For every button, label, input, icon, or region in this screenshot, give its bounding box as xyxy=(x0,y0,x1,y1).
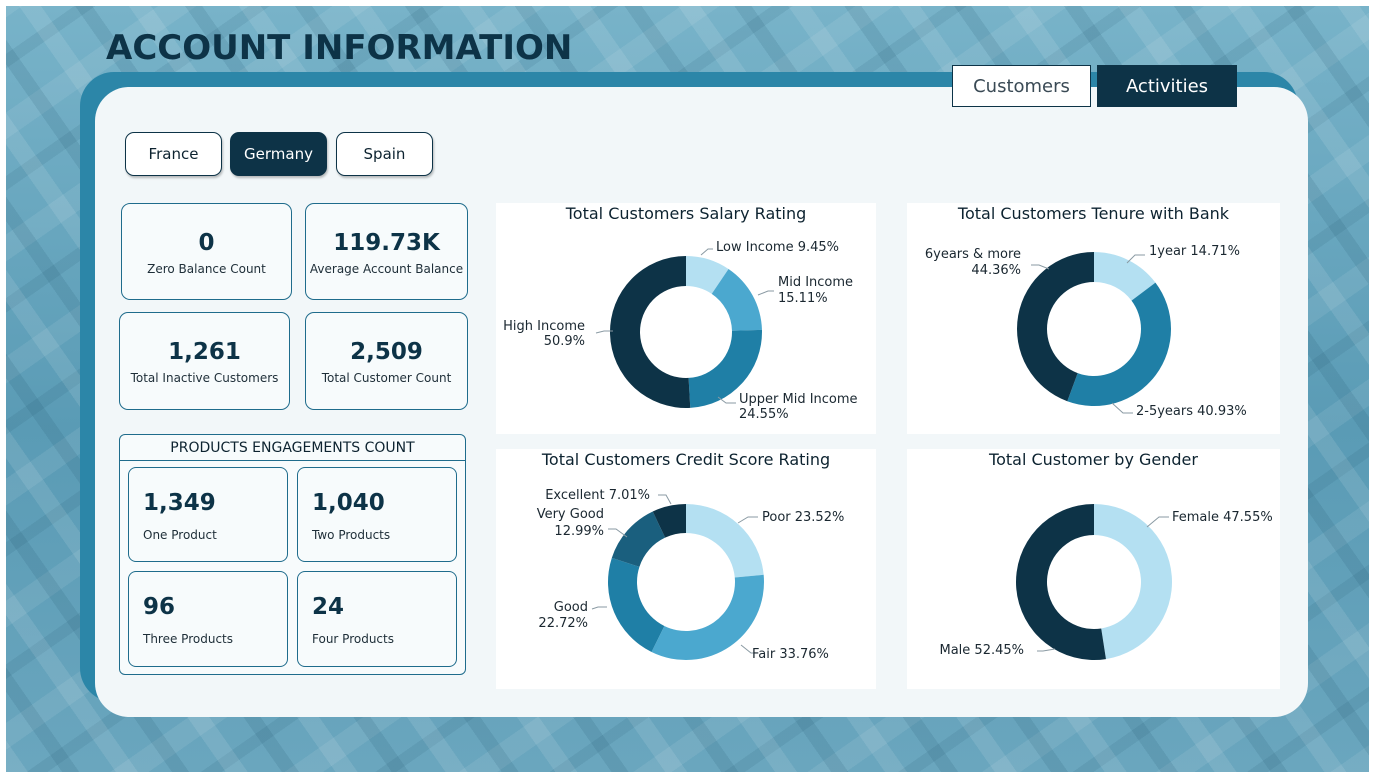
data-label: Low Income 9.45% xyxy=(716,240,839,255)
donut-chart-gender: Female 47.55% Male 52.45% xyxy=(940,504,1273,660)
product-card-one: 1,349 One Product xyxy=(128,467,288,562)
product-label: Three Products xyxy=(143,632,233,646)
product-card-four: 24 Four Products xyxy=(297,571,457,667)
data-label: High Income xyxy=(503,319,585,334)
chart-title-gender: Total Customer by Gender xyxy=(989,450,1198,469)
country-button-germany[interactable]: Germany xyxy=(230,132,327,176)
product-value: 96 xyxy=(143,594,176,620)
chart-title-credit-score: Total Customers Credit Score Rating xyxy=(541,450,831,469)
chart-card-tenure: Total Customers Tenure with Bank 1year 1… xyxy=(907,203,1280,434)
product-label: One Product xyxy=(143,528,217,542)
data-label: Upper Mid Income xyxy=(739,392,858,407)
data-label: Good xyxy=(554,600,588,615)
kpi-card-inactive-customers: 1,261 Total Inactive Customers xyxy=(119,312,290,410)
kpi-value: 119.73K xyxy=(333,230,440,256)
donut-chart-credit-score: Poor 23.52% Fair 33.76% Good 22.72% Very… xyxy=(537,488,845,662)
kpi-label: Total Inactive Customers xyxy=(130,371,279,385)
data-label: Male 52.45% xyxy=(940,643,1025,658)
data-label: Fair 33.76% xyxy=(752,647,829,662)
kpi-value: 0 xyxy=(198,230,215,256)
kpi-label: Average Account Balance xyxy=(309,262,464,276)
data-label: 12.99% xyxy=(554,524,604,539)
donut-slice-1year[interactable] xyxy=(1094,252,1156,301)
product-value: 1,349 xyxy=(143,490,216,516)
kpi-label: Total Customer Count xyxy=(321,371,452,385)
donut-slice-mid-income[interactable] xyxy=(711,269,762,331)
data-label: 50.9% xyxy=(544,334,585,349)
donut-slice-6years-more[interactable] xyxy=(1017,252,1094,402)
donut-slice-fair[interactable] xyxy=(651,574,764,660)
data-label: Excellent 7.01% xyxy=(545,488,650,503)
donut-slice-male[interactable] xyxy=(1016,504,1106,660)
chart-card-gender: Total Customer by Gender Female 47.55% M… xyxy=(907,449,1280,689)
kpi-card-average-balance: 119.73K Average Account Balance xyxy=(305,203,468,300)
kpi-label: Zero Balance Count xyxy=(147,262,266,276)
donut-slice-very-good[interactable] xyxy=(611,511,666,567)
chart-card-salary: Total Customers Salary Rating Low Income… xyxy=(496,203,876,434)
tab-customers[interactable]: Customers xyxy=(952,65,1091,107)
kpi-card-customer-count: 2,509 Total Customer Count xyxy=(305,312,468,410)
data-label: 24.55% xyxy=(739,407,789,422)
product-label: Four Products xyxy=(312,632,394,646)
data-label: 2-5years 40.93% xyxy=(1136,404,1247,419)
kpi-card-zero-balance: 0 Zero Balance Count xyxy=(121,203,292,300)
data-label: 44.36% xyxy=(971,263,1021,278)
product-card-three: 96 Three Products xyxy=(128,571,288,667)
data-label: 1year 14.71% xyxy=(1149,244,1240,259)
chart-title-tenure: Total Customers Tenure with Bank xyxy=(957,204,1230,223)
donut-slice-high-income[interactable] xyxy=(609,256,691,408)
products-engagement-title: PRODUCTS ENGAGEMENTS COUNT xyxy=(120,435,465,461)
page-title: ACCOUNT INFORMATION xyxy=(106,28,573,68)
product-value: 24 xyxy=(312,594,345,620)
donut-chart-tenure: 1year 14.71% 2-5years 40.93% 6years & mo… xyxy=(925,244,1247,419)
donut-slice-female[interactable] xyxy=(1094,504,1172,660)
data-label: Poor 23.52% xyxy=(762,510,844,525)
kpi-value: 1,261 xyxy=(168,339,241,365)
country-button-spain[interactable]: Spain xyxy=(336,132,433,176)
donut-slice-good[interactable] xyxy=(608,557,665,652)
kpi-value: 2,509 xyxy=(350,339,423,365)
data-label: Female 47.55% xyxy=(1172,510,1273,525)
data-label: 22.72% xyxy=(538,616,588,631)
country-button-france[interactable]: France xyxy=(125,132,222,176)
chart-title-salary: Total Customers Salary Rating xyxy=(565,204,807,223)
data-label: Mid Income xyxy=(778,275,853,290)
products-engagement-card: PRODUCTS ENGAGEMENTS COUNT 1,349 One Pro… xyxy=(119,434,466,675)
product-label: Two Products xyxy=(312,528,391,542)
donut-slice-low-income[interactable] xyxy=(686,256,729,294)
data-label: Very Good xyxy=(537,507,604,522)
donut-slice-upper-mid-income[interactable] xyxy=(688,329,762,408)
donut-chart-salary: Low Income 9.45% Mid Income 15.11% Upper… xyxy=(503,240,858,422)
data-label: 6years & more xyxy=(925,247,1021,262)
chart-card-credit-score: Total Customers Credit Score Rating Poor… xyxy=(496,449,876,689)
donut-slice-2-5years[interactable] xyxy=(1067,282,1171,406)
data-label: 15.11% xyxy=(778,291,828,306)
product-value: 1,040 xyxy=(312,490,385,516)
tab-activities[interactable]: Activities xyxy=(1097,65,1237,107)
product-card-two: 1,040 Two Products xyxy=(297,467,457,562)
donut-slice-poor[interactable] xyxy=(686,504,764,578)
donut-slice-excellent[interactable] xyxy=(652,504,686,538)
